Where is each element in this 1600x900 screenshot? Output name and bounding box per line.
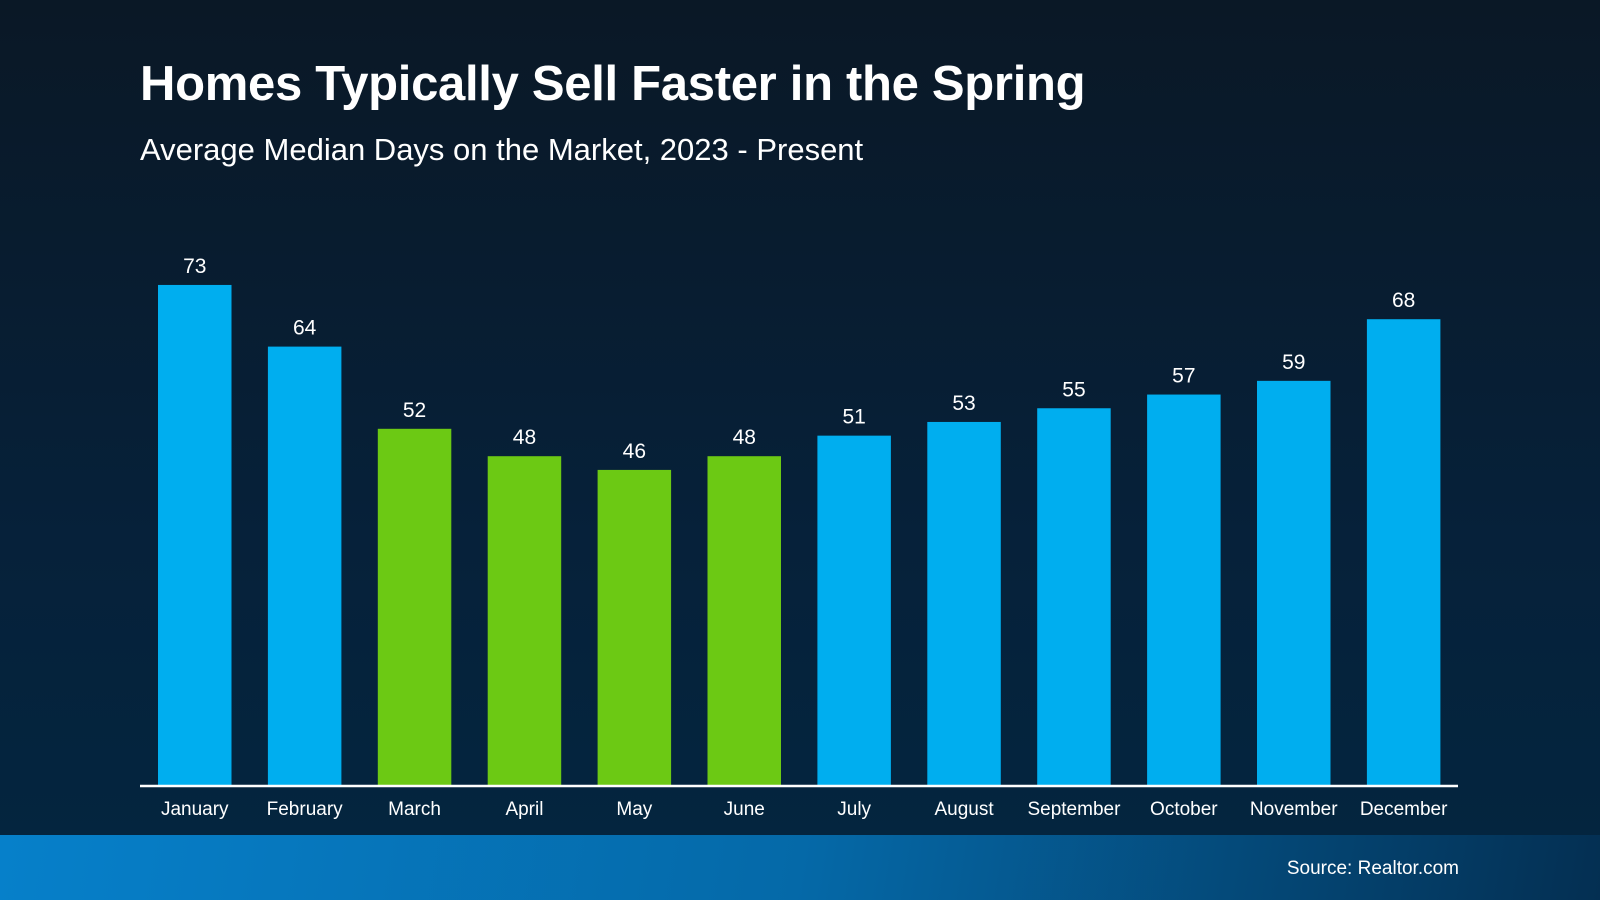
x-tick-label: May <box>616 799 652 820</box>
bar-chart: 73 January 64 February 52 March 48 April 46 May 48… <box>158 255 1448 820</box>
bar-november <box>1257 380 1331 785</box>
bar-september <box>1037 408 1111 785</box>
data-label: 55 <box>1062 378 1085 401</box>
data-label: 51 <box>842 406 865 429</box>
bar-june <box>707 456 781 785</box>
bar-december <box>1366 319 1441 785</box>
data-label: 73 <box>183 255 206 278</box>
data-label: 64 <box>293 317 317 340</box>
bar-march <box>377 428 452 785</box>
bar-july <box>817 435 891 785</box>
source-note: Source: Realtor.com <box>1286 858 1459 879</box>
bar-august <box>927 421 1001 785</box>
x-tick-label: July <box>837 799 871 820</box>
x-tick-label: August <box>934 799 994 820</box>
bar-may <box>597 469 672 785</box>
x-tick-label: October <box>1150 799 1218 820</box>
x-tick-label: January <box>161 799 229 820</box>
data-label: 48 <box>513 426 536 449</box>
data-label: 52 <box>403 399 426 422</box>
data-label: 53 <box>952 392 975 415</box>
chart-title: Homes Typically Sell Faster in the Sprin… <box>140 57 1086 111</box>
x-tick-label: February <box>267 799 344 820</box>
bar-april <box>487 456 562 785</box>
data-label: 46 <box>623 440 646 463</box>
x-tick-label: April <box>505 799 543 820</box>
x-tick-label: September <box>1027 799 1121 820</box>
data-label: 57 <box>1172 365 1195 388</box>
x-tick-label: December <box>1360 799 1448 820</box>
bar-october <box>1147 394 1221 785</box>
chart-subtitle: Average Median Days on the Market, 2023 … <box>140 132 864 167</box>
data-label: 48 <box>733 426 756 449</box>
x-tick-label: November <box>1250 799 1338 820</box>
x-tick-label: June <box>724 799 765 820</box>
data-label: 68 <box>1392 289 1415 312</box>
data-label: 59 <box>1282 351 1305 374</box>
footer-band: Source: Realtor.com <box>0 835 1600 900</box>
bar-february <box>267 346 342 785</box>
x-tick-label: March <box>388 799 441 820</box>
bar-january <box>158 284 232 785</box>
